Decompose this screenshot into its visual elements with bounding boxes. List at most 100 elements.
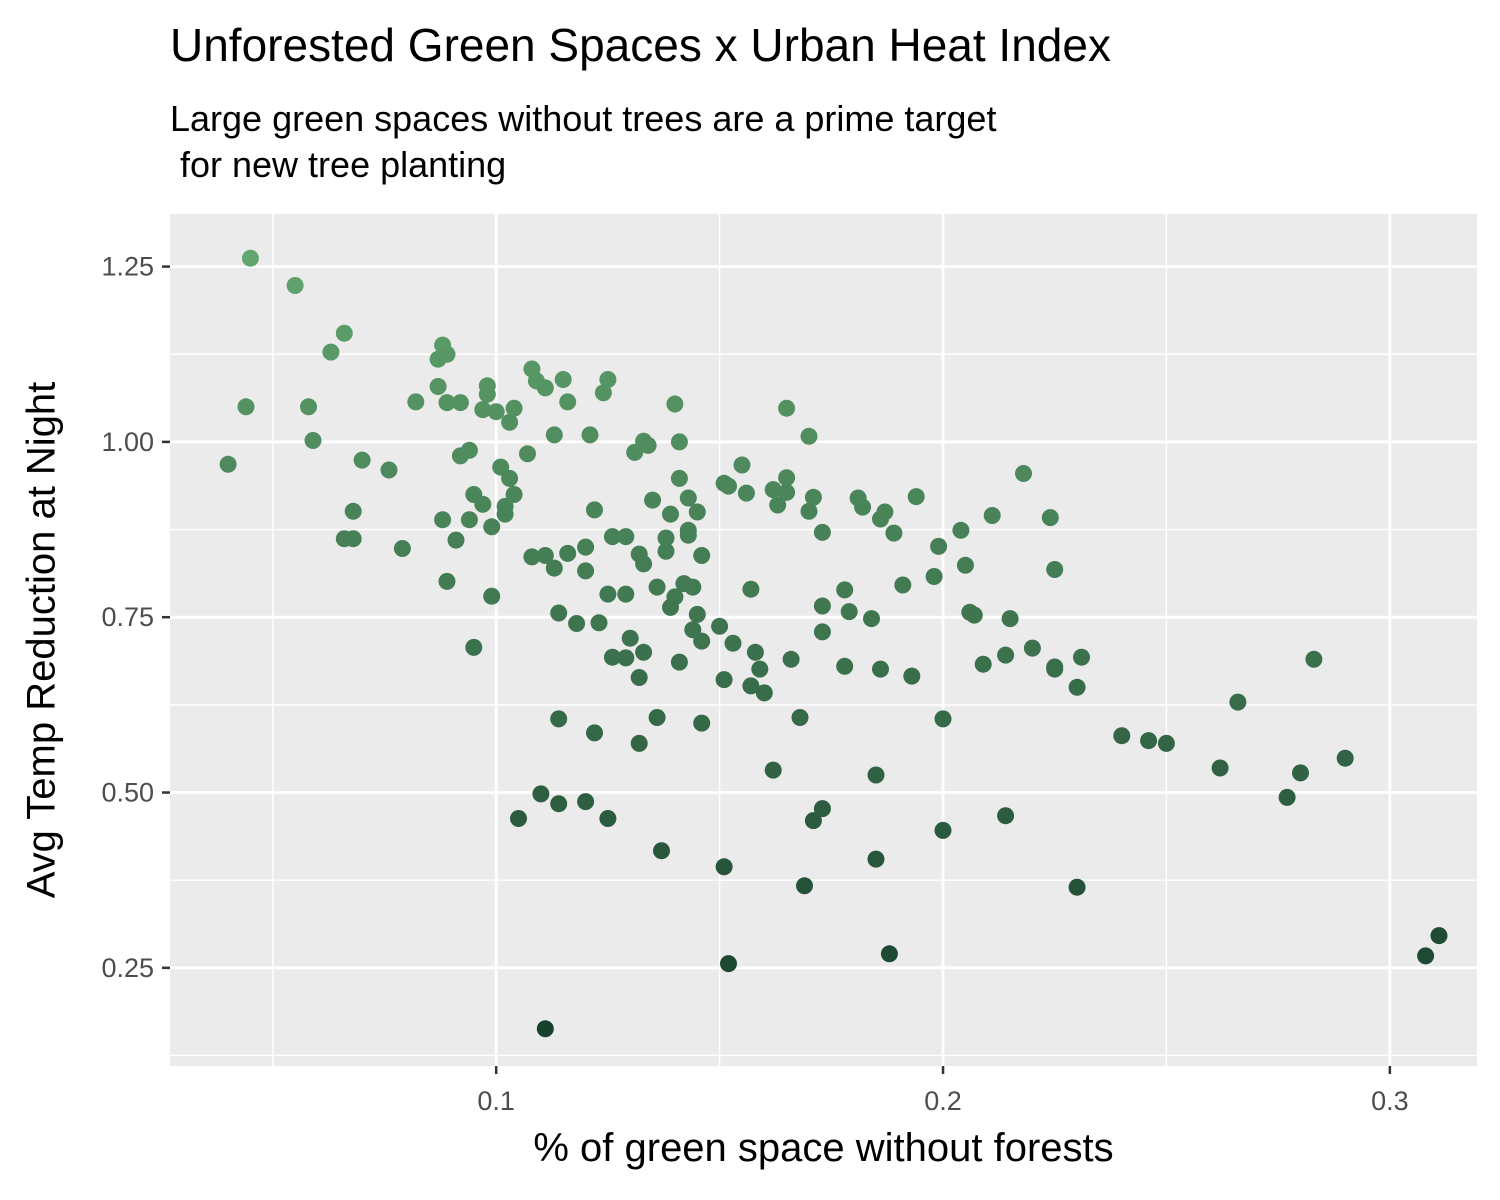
data-point [478, 385, 496, 403]
data-point [577, 793, 595, 811]
data-point [635, 643, 653, 661]
data-point [1292, 764, 1309, 782]
data-point [1211, 759, 1229, 777]
data-point [863, 610, 880, 628]
x-tick-label: 0.3 [1371, 1086, 1409, 1116]
data-point [483, 518, 501, 536]
data-point [393, 540, 411, 557]
data-point [1336, 749, 1354, 767]
data-point [778, 399, 796, 417]
data-point [903, 667, 921, 685]
data-point [335, 324, 353, 342]
data-point [840, 603, 858, 621]
data-point [496, 505, 514, 523]
data-point [813, 800, 831, 818]
data-point [630, 734, 648, 752]
data-point [997, 646, 1015, 664]
data-point [854, 498, 872, 516]
data-point [438, 345, 456, 363]
data-point [1140, 732, 1158, 750]
data-point [764, 481, 782, 499]
data-point [657, 529, 675, 547]
major-gridlines [170, 214, 1477, 1066]
data-point [617, 649, 635, 667]
data-point [603, 528, 621, 546]
data-point [755, 684, 773, 702]
data-point [322, 343, 340, 361]
data-point [965, 606, 983, 624]
data-point [554, 371, 572, 388]
data-point [550, 710, 568, 728]
data-point [635, 555, 653, 573]
data-point [594, 384, 612, 402]
data-point [867, 850, 885, 868]
data-point [693, 547, 711, 564]
data-point [1305, 650, 1323, 668]
data-point [1068, 678, 1086, 696]
data-point [751, 660, 769, 678]
data-point [599, 371, 617, 388]
data-point [429, 378, 447, 395]
data-point [447, 531, 465, 549]
data-point [460, 511, 478, 529]
data-point [536, 1020, 554, 1038]
x-tick-label: 0.2 [924, 1086, 962, 1116]
data-point [407, 393, 425, 411]
data-point [666, 395, 684, 413]
data-point [796, 877, 813, 895]
data-point [907, 488, 925, 506]
data-point [885, 524, 903, 542]
data-point [644, 491, 662, 509]
data-point [1157, 734, 1175, 752]
data-point [501, 413, 519, 431]
y-tick-label: 0.75 [101, 602, 154, 632]
data-point [586, 501, 603, 519]
data-point [286, 277, 304, 294]
data-point [836, 657, 854, 675]
data-point [434, 511, 452, 529]
data-point [1001, 610, 1019, 628]
data-point [353, 451, 371, 469]
data-point [621, 629, 639, 647]
data-point [782, 650, 800, 668]
data-point [880, 945, 898, 963]
data-point [693, 714, 711, 732]
data-point [876, 503, 894, 521]
data-point [813, 597, 831, 615]
data-point [1041, 509, 1059, 527]
data-point [711, 617, 729, 635]
data-point [836, 581, 854, 599]
data-point [804, 488, 822, 506]
data-point [1046, 561, 1064, 578]
data-point [867, 766, 885, 784]
data-point [778, 483, 796, 501]
data-point [952, 521, 970, 539]
data-point [617, 585, 635, 603]
data-point [657, 542, 675, 560]
data-point [304, 432, 322, 449]
data-point [872, 660, 889, 678]
y-tick-label: 1.00 [101, 427, 154, 457]
data-point [545, 426, 563, 444]
data-point [545, 559, 563, 577]
data-point [505, 399, 523, 417]
data-point [344, 502, 362, 520]
data-point [617, 528, 635, 546]
data-point [670, 433, 688, 451]
data-point [536, 379, 554, 397]
data-point [300, 398, 317, 416]
data-point [532, 785, 550, 803]
data-point [1430, 927, 1448, 945]
data-point [688, 503, 706, 521]
data-point [603, 648, 621, 666]
data-point [679, 489, 697, 507]
data-point [715, 858, 733, 876]
data-point [460, 441, 478, 459]
data-point [519, 445, 536, 463]
data-point [670, 653, 688, 671]
data-point [733, 456, 751, 474]
y-axis: 0.25 0.50 0.75 1.00 1.25 [101, 252, 170, 983]
data-point [925, 568, 943, 585]
data-point [804, 812, 822, 830]
data-point [653, 842, 670, 860]
